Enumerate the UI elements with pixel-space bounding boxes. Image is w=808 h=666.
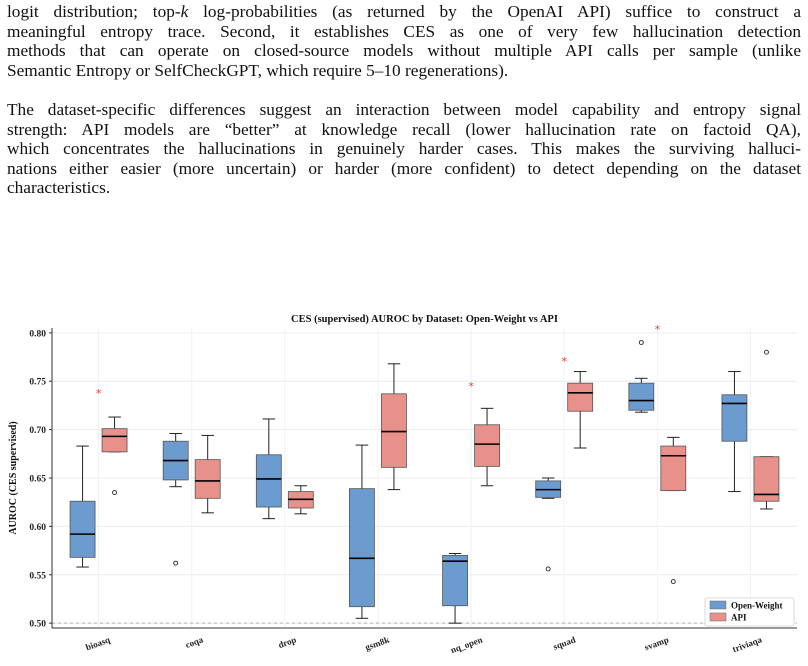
chart-title: CES (supervised) AUROC by Dataset: Open-…: [291, 314, 558, 325]
legend-frame: [704, 597, 795, 627]
text-line: strength: API models are “better” at kno…: [7, 119, 801, 139]
box-body: [255, 454, 282, 508]
outlier-point: [173, 560, 179, 566]
paragraph-1: logit distribution; top-k log-probabilit…: [7, 2, 801, 80]
x-tick-label: coqa: [184, 634, 205, 650]
box-gsm8k-open-weight: [349, 444, 375, 619]
box-body: [474, 424, 500, 467]
y-tick-label: 0.50: [29, 620, 46, 630]
legend-swatch: [709, 612, 727, 622]
outlier-point: [112, 490, 118, 495]
outlier-point: [638, 340, 644, 345]
box-triviaqa-api: [753, 349, 780, 510]
box-bioasq-api: [101, 416, 128, 495]
box-gsm8k-api: [381, 363, 407, 491]
box-body: [101, 428, 128, 453]
box-svamp-open-weight: [628, 340, 655, 413]
box-svamp-api: [660, 436, 687, 584]
box-body: [721, 394, 748, 442]
legend: Open-Weight API: [704, 597, 795, 627]
box-body: [194, 459, 221, 499]
text-line: methods that can operate on closed-sourc…: [7, 41, 801, 61]
box-body: [381, 393, 407, 468]
box-drop-api: [287, 485, 314, 515]
significance-star: *: [655, 323, 661, 336]
text-line: logit distribution; top-k log-probabilit…: [7, 2, 802, 21]
y-tick-label: 0.70: [29, 426, 46, 436]
text-line: The dataset-specific differences suggest…: [7, 100, 801, 119]
significance-star: *: [468, 380, 474, 393]
x-tick-label: squad: [552, 634, 577, 651]
x-tick-label: gsm8k: [364, 634, 391, 652]
y-tick-label: 0.60: [29, 523, 46, 533]
y-tick-label: 0.55: [29, 571, 46, 581]
box-bioasq-open-weight: [69, 445, 96, 568]
box-body: [660, 445, 687, 491]
text-line: characteristics.: [7, 178, 111, 198]
box-body: [69, 500, 96, 558]
box-plot-chart: CES (supervised) AUROC by Dataset: Open-…: [8, 314, 797, 655]
significance-star: *: [561, 355, 567, 368]
box-body: [628, 382, 655, 411]
box-body: [349, 488, 375, 608]
box-body: [567, 382, 594, 412]
y-tick-label: 0.80: [29, 329, 46, 339]
x-tick-label: svamp: [643, 634, 670, 652]
box-nq_open-api: [474, 407, 500, 487]
y-tick-label: 0.75: [29, 378, 46, 388]
box-coqa-open-weight: [162, 432, 189, 566]
box-squad-open-weight: [535, 477, 562, 572]
text-line: nations either easier (more uncertain) o…: [7, 158, 801, 178]
x-tick-label: triviaqa: [731, 634, 764, 654]
text-line: meaningful entropy trace. Second, it est…: [7, 21, 801, 41]
box-coqa-api: [194, 434, 221, 514]
box-body: [442, 555, 468, 607]
text-line: Semantic Entropy or SelfCheckGPT, which …: [7, 60, 509, 80]
paragraph-2: The dataset-specific differences suggest…: [7, 100, 801, 198]
outlier-point: [670, 579, 676, 584]
x-tick-label: drop: [277, 634, 298, 650]
box-triviaqa-open-weight: [721, 371, 748, 493]
x-tick-label: bioasq: [84, 634, 111, 652]
text-line: which concentrates the hallucinations in…: [7, 139, 801, 159]
box-squad-api: [567, 371, 594, 449]
legend-label: API: [731, 613, 747, 623]
box-nq_open-open-weight: [442, 552, 468, 624]
y-tick-label: 0.65: [29, 475, 46, 485]
outlier-point: [763, 349, 769, 355]
x-tick-label: nq_open: [449, 634, 483, 655]
y-axis-label: AUROC (CES supervised): [8, 421, 19, 534]
legend-swatch: [709, 600, 727, 610]
legend-label: Open-Weight: [731, 601, 783, 611]
outlier-point: [545, 566, 551, 572]
significance-star: *: [96, 387, 102, 400]
box-drop-open-weight: [255, 418, 282, 520]
